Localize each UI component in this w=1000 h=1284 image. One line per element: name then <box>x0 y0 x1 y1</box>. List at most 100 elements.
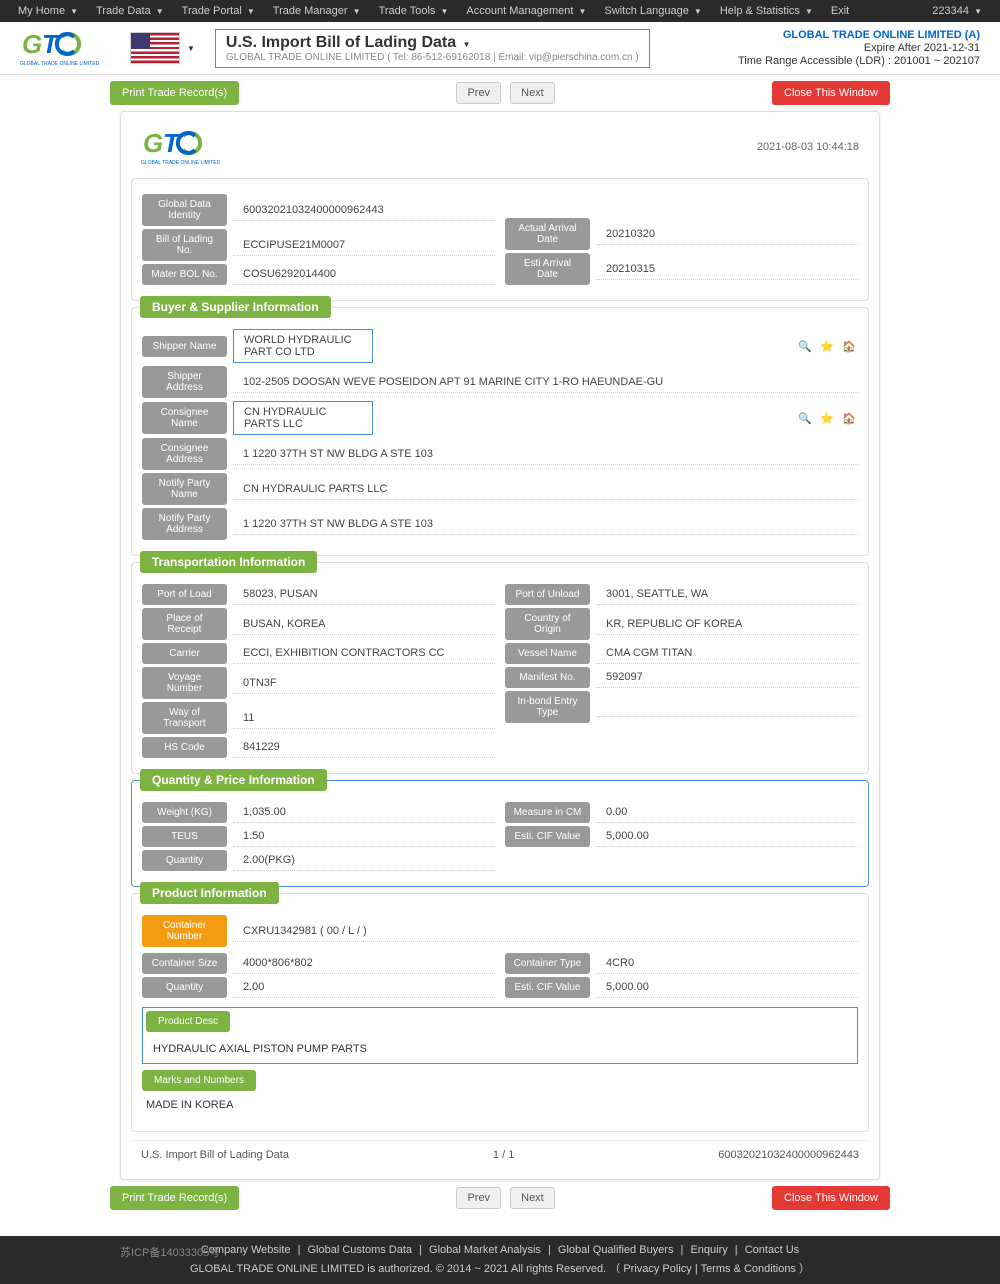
page-subtitle: GLOBAL TRADE ONLINE LIMITED ( Tel: 86-51… <box>226 52 639 63</box>
svg-text:GLOBAL TRADE ONLINE LIMITED: GLOBAL TRADE ONLINE LIMITED <box>20 61 100 67</box>
value-container-size: 4000*806*802 <box>233 953 495 974</box>
label-port-unload: Port of Unload <box>505 584 590 605</box>
consignee-icons: 🔍 ⭐ 🏠 <box>796 409 858 427</box>
label-country: Country of Origin <box>505 608 590 640</box>
flag-selector[interactable]: ▼ <box>130 32 195 64</box>
nav-language[interactable]: Switch Language ▼ <box>596 3 709 19</box>
svg-text:G: G <box>22 29 42 59</box>
privacy-link[interactable]: Privacy Policy <box>623 1263 691 1275</box>
value-manifest: 592097 <box>596 667 858 688</box>
label-prod-qty: Quantity <box>142 977 227 998</box>
record-container: G T GLOBAL TRADE ONLINE LIMITED 2021-08-… <box>120 111 880 1180</box>
marks-text: MADE IN KOREA <box>142 1091 858 1119</box>
action-bar-bottom: Print Trade Record(s) Prev Next Close Th… <box>110 1180 890 1216</box>
search-icon[interactable]: 🔍 <box>796 337 814 355</box>
print-button[interactable]: Print Trade Record(s) <box>110 81 239 105</box>
product-desc-box: Product Desc HYDRAULIC AXIAL PISTON PUMP… <box>142 1007 858 1064</box>
svg-text:G: G <box>143 128 163 158</box>
label-shipper-name: Shipper Name <box>142 336 227 357</box>
value-port-unload: 3001, SEATTLE, WA <box>596 584 858 605</box>
product-panel: Product Information Container NumberCXRU… <box>131 893 869 1132</box>
footer-link[interactable]: Global Qualified Buyers <box>558 1244 674 1256</box>
nav-my-home[interactable]: My Home ▼ <box>10 3 86 19</box>
search-icon[interactable]: 🔍 <box>796 409 814 427</box>
buyer-supplier-panel: Buyer & Supplier Information Shipper Nam… <box>131 307 869 556</box>
shipper-icons: 🔍 ⭐ 🏠 <box>796 337 858 355</box>
value-shipper-name: WORLD HYDRAULIC PART CO LTD <box>233 329 373 363</box>
icp: 苏ICP备14033305号 <box>120 1244 220 1260</box>
label-port-load: Port of Load <box>142 584 227 605</box>
label-qty: Quantity <box>142 850 227 871</box>
product-desc-label: Product Desc <box>146 1011 230 1032</box>
title-block[interactable]: U.S. Import Bill of Lading Data ▼ GLOBAL… <box>215 29 650 68</box>
value-measure: 0.00 <box>596 802 858 823</box>
star-icon[interactable]: ⭐ <box>818 409 836 427</box>
value-prod-qty: 2.00 <box>233 977 495 998</box>
label-bol: Bill of Lading No. <box>142 229 227 261</box>
expire-date: Expire After 2021-12-31 <box>738 42 980 54</box>
value-notify-addr: 1 1220 37TH ST NW BLDG A STE 103 <box>233 514 858 535</box>
label-prod-cif: Esti. CIF Value <box>505 977 590 998</box>
nav-help[interactable]: Help & Statistics ▼ <box>712 3 821 19</box>
product-title: Product Information <box>140 882 279 904</box>
chevron-down-icon: ▼ <box>187 44 195 53</box>
value-voyage: 0TN3F <box>233 673 495 694</box>
value-way: 11 <box>233 708 495 729</box>
quantity-title: Quantity & Price Information <box>140 769 327 791</box>
footer-link[interactable]: Enquiry <box>690 1244 727 1256</box>
label-teus: TEUS <box>142 826 227 847</box>
prev-button-bottom[interactable]: Prev <box>456 1187 501 1209</box>
value-vessel: CMA CGM TITAN <box>596 643 858 664</box>
footer-link[interactable]: Contact Us <box>745 1244 799 1256</box>
nav-trade-data[interactable]: Trade Data ▼ <box>88 3 172 19</box>
label-manifest: Manifest No. <box>505 667 590 688</box>
value-mater: COSU6292014400 <box>233 264 495 285</box>
nav-trade-manager[interactable]: Trade Manager ▼ <box>265 3 369 19</box>
label-place-receipt: Place of Receipt <box>142 608 227 640</box>
transport-panel: Transportation Information Port of Load5… <box>131 562 869 774</box>
header-account-info: GLOBAL TRADE ONLINE LIMITED (A) Expire A… <box>738 28 980 68</box>
footer-link[interactable]: Global Customs Data <box>308 1244 413 1256</box>
prev-button[interactable]: Prev <box>456 82 501 104</box>
home-icon[interactable]: 🏠 <box>840 409 858 427</box>
record-logo: G T GLOBAL TRADE ONLINE LIMITED <box>141 128 231 166</box>
label-gdi: Global Data Identity <box>142 194 227 226</box>
next-button[interactable]: Next <box>510 82 555 104</box>
close-button-bottom[interactable]: Close This Window <box>772 1186 890 1210</box>
header-bar: G T GLOBAL TRADE ONLINE LIMITED ▼ U.S. I… <box>0 22 1000 75</box>
home-icon[interactable]: 🏠 <box>840 337 858 355</box>
transport-title: Transportation Information <box>140 551 317 573</box>
terms-link[interactable]: Terms & Conditions <box>701 1263 796 1275</box>
footer-link[interactable]: Global Market Analysis <box>429 1244 541 1256</box>
print-button-bottom[interactable]: Print Trade Record(s) <box>110 1186 239 1210</box>
nav-trade-portal[interactable]: Trade Portal ▼ <box>174 3 263 19</box>
value-est-arrival: 20210315 <box>596 259 858 280</box>
label-container-no: Container Number <box>142 915 227 947</box>
label-vessel: Vessel Name <box>505 643 590 664</box>
label-mater: Mater BOL No. <box>142 264 227 285</box>
star-icon[interactable]: ⭐ <box>818 337 836 355</box>
value-teus: 1.50 <box>233 826 495 847</box>
label-way: Way of Transport <box>142 702 227 734</box>
value-consignee-addr: 1 1220 37TH ST NW BLDG A STE 103 <box>233 444 858 465</box>
label-voyage: Voyage Number <box>142 667 227 699</box>
label-shipper-addr: Shipper Address <box>142 366 227 398</box>
value-carrier: ECCI, EXHIBITION CONTRACTORS CC <box>233 643 495 664</box>
label-carrier: Carrier <box>142 643 227 664</box>
nav-trade-tools[interactable]: Trade Tools ▼ <box>371 3 457 19</box>
timestamp: 2021-08-03 10:44:18 <box>757 141 859 153</box>
buyer-supplier-title: Buyer & Supplier Information <box>140 296 331 318</box>
nav-user-id[interactable]: 223344 ▼ <box>924 3 990 19</box>
label-notify-addr: Notify Party Address <box>142 508 227 540</box>
next-button-bottom[interactable]: Next <box>510 1187 555 1209</box>
value-gdi: 60032021032400000962443 <box>233 200 495 221</box>
close-button[interactable]: Close This Window <box>772 81 890 105</box>
value-prod-cif: 5,000.00 <box>596 977 858 998</box>
nav-account[interactable]: Account Management ▼ <box>458 3 594 19</box>
footer-center: 1 / 1 <box>493 1149 514 1161</box>
product-desc-text: HYDRAULIC AXIAL PISTON PUMP PARTS <box>143 1035 857 1063</box>
nav-right: 223344 ▼ <box>924 3 990 19</box>
nav-exit[interactable]: Exit <box>823 3 857 19</box>
value-shipper-addr: 102-2505 DOOSAN WEVE POSEIDON APT 91 MAR… <box>233 372 858 393</box>
label-arrival: Actual Arrival Date <box>505 218 590 250</box>
